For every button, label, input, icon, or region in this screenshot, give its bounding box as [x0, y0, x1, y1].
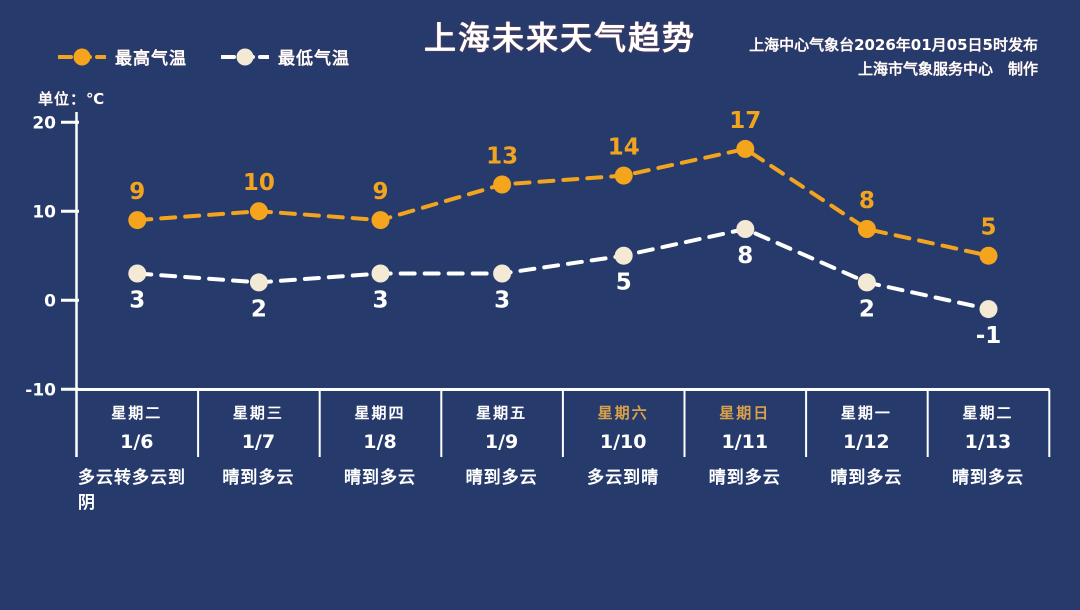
max-temp-value-label: 9 — [129, 179, 145, 205]
legend-label-max-temp: 最高气温 — [115, 49, 187, 69]
weather-description: 晴到多云 — [708, 468, 781, 488]
date-label: 1/10 — [599, 431, 647, 453]
max-temp-marker — [493, 175, 512, 194]
max-temp-marker — [857, 220, 876, 238]
min-temp-marker — [128, 264, 147, 283]
day-column: 星期二 1/6 多云转多云到 阴 — [76, 392, 198, 516]
max-temp-marker — [128, 211, 147, 230]
min-temp-legend-marker-icon — [221, 48, 269, 65]
min-temp-marker — [857, 273, 876, 292]
max-temp-value-label: 13 — [486, 144, 518, 170]
max-temp-value-label: 5 — [980, 215, 996, 241]
legend-label-min-temp: 最低气温 — [278, 49, 350, 69]
y-axis-tick-label: 20 — [32, 114, 56, 134]
date-label: 1/13 — [964, 431, 1012, 453]
day-column: 星期二 1/13 晴到多云 — [927, 392, 1049, 516]
weekday-label: 星期六 — [597, 404, 649, 422]
weather-description: 晴到多云 — [222, 468, 295, 488]
legend: 最高气温 最低气温 — [58, 44, 350, 69]
min-temp-value-label: 3 — [494, 288, 510, 314]
y-axis-tick-label: -10 — [25, 381, 56, 401]
legend-item-max-temp: 最高气温 — [58, 44, 187, 69]
min-temp-value-label: 2 — [859, 296, 875, 322]
weather-description: 晴到多云 — [830, 468, 903, 488]
max-temp-value-label: 17 — [729, 108, 761, 134]
weather-description: 多云转多云到 阴 — [78, 468, 186, 513]
date-label: 1/8 — [363, 431, 397, 453]
max-temp-value-label: 9 — [372, 179, 388, 205]
weekday-label: 星期二 — [111, 404, 163, 422]
max-temp-marker — [249, 202, 268, 221]
min-temp-value-label: 3 — [372, 288, 388, 314]
day-column: 星期四 1/8 晴到多云 — [319, 392, 441, 516]
y-axis-units-label: 单位：℃ — [38, 90, 106, 108]
max-temp-value-label: 10 — [243, 170, 275, 196]
min-temp-marker — [614, 246, 633, 265]
date-label: 1/7 — [241, 431, 276, 453]
min-temp-marker — [249, 273, 268, 292]
weather-description: 晴到多云 — [951, 468, 1024, 488]
day-column: 星期日 1/11 晴到多云 — [684, 392, 806, 516]
min-temp-marker — [736, 220, 755, 238]
weekday-label: 星期日 — [719, 404, 771, 422]
publisher-line2: 上海市气象服务中心 制作 — [857, 60, 1038, 78]
min-temp-value-label: 2 — [251, 296, 267, 322]
min-temp-value-label: 5 — [616, 270, 632, 296]
day-column: 星期五 1/9 晴到多云 — [441, 392, 563, 516]
date-label: 1/11 — [721, 431, 769, 453]
max-temp-value-label: 8 — [859, 188, 875, 214]
min-temp-marker — [979, 300, 998, 319]
weekday-label: 星期一 — [840, 404, 892, 422]
y-axis-tick-label: 10 — [32, 203, 56, 223]
day-column: 星期一 1/12 晴到多云 — [806, 392, 928, 516]
weekday-label: 星期四 — [354, 404, 406, 422]
min-temp-value-label: -1 — [976, 323, 1002, 349]
day-column: 星期三 1/7 晴到多云 — [198, 392, 320, 516]
y-axis-tick-label: 0 — [44, 292, 56, 312]
weather-description: 多云到晴 — [587, 468, 660, 488]
date-label: 1/6 — [120, 431, 154, 453]
date-label: 1/9 — [484, 431, 519, 453]
publisher-line1: 上海中心气象台2026年01月05日5时发布 — [749, 36, 1038, 54]
max-temp-line — [135, 146, 991, 258]
weekday-label: 星期五 — [476, 404, 528, 422]
max-temp-value-label: 14 — [608, 135, 640, 161]
day-column: 星期六 1/10 多云到晴 — [562, 392, 684, 516]
publisher-info: 上海中心气象台2026年01月05日5时发布 上海市气象服务中心 制作 — [749, 33, 1038, 81]
min-temp-value-label: 8 — [737, 243, 753, 269]
page-title: 上海未来天气趋势 — [423, 19, 696, 57]
min-temp-value-label: 3 — [129, 288, 145, 314]
weekday-label: 星期二 — [962, 404, 1014, 422]
max-temp-marker — [614, 166, 633, 185]
weekday-label: 星期三 — [232, 404, 284, 422]
min-temp-line — [135, 227, 991, 312]
weather-description: 晴到多云 — [465, 468, 538, 488]
date-label: 1/12 — [843, 431, 890, 453]
max-temp-legend-marker-icon — [58, 48, 106, 65]
max-temp-marker — [736, 139, 755, 158]
max-temp-marker — [371, 211, 390, 230]
day-columns: 星期二 1/6 多云转多云到 阴 星期三 1/7 晴到多云 星期四 1/8 晴到多云 星期五 1/9… — [76, 392, 1050, 516]
min-temp-marker — [371, 264, 390, 283]
legend-item-min-temp: 最低气温 — [221, 44, 350, 69]
weather-description: 晴到多云 — [343, 468, 416, 488]
max-temp-marker — [979, 246, 998, 265]
min-temp-marker — [493, 264, 512, 283]
